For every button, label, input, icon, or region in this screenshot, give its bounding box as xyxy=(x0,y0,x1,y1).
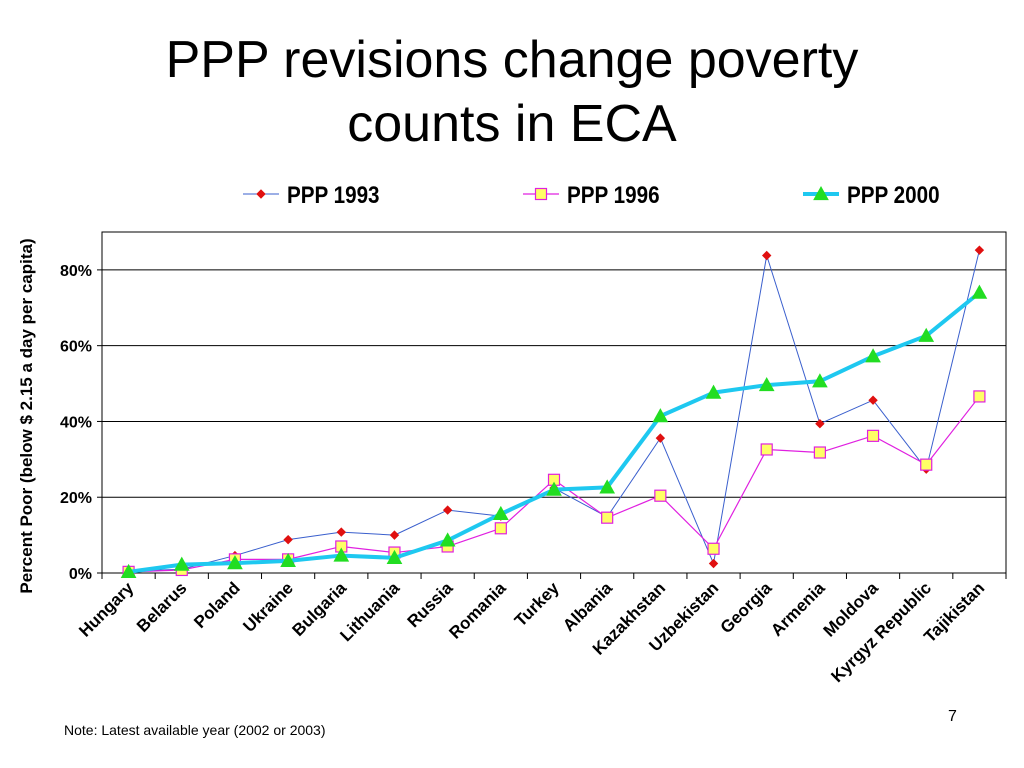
legend-entry-ppp-1993: PPP 1993 xyxy=(243,182,380,209)
x-tick-label-turkey: Turkey xyxy=(511,578,563,630)
legend-swatch-marker xyxy=(813,185,829,201)
point-ppp-2000-ukraine xyxy=(280,552,296,567)
point-ppp-1993-russia xyxy=(442,505,453,515)
plot-area xyxy=(101,231,1007,574)
point-ppp-1996-uzbekistan xyxy=(707,542,720,555)
x-tick-label-kyrgyz-republic: Kyrgyz Republic xyxy=(827,578,935,686)
chart-legend: PPP 1993 PPP 1996 PPP 2000 xyxy=(243,182,940,209)
y-tick-label: 0% xyxy=(69,566,92,583)
y-tick-label: 20% xyxy=(60,490,92,507)
y-tick-label: 80% xyxy=(60,263,92,280)
x-tick-label-georgia: Georgia xyxy=(717,578,776,637)
point-ppp-1996-albania xyxy=(601,511,614,524)
legend-swatch-marker xyxy=(534,187,548,201)
point-ppp-2000-kyrgyz-republic xyxy=(918,327,935,342)
point-ppp-1996-tajikistan xyxy=(973,390,986,403)
point-ppp-1996-romania xyxy=(494,522,507,535)
y-axis-label: Percent Poor (below $ 2.15 a day per cap… xyxy=(17,238,36,593)
x-tick-label-poland: Poland xyxy=(190,578,244,632)
series-line-ppp-1993 xyxy=(128,250,980,572)
footnote: Note: Latest available year (2002 or 200… xyxy=(64,722,326,738)
x-tick-label-armenia: Armenia xyxy=(767,578,829,640)
point-ppp-2000-turkey xyxy=(546,481,562,496)
x-tick-label-romania: Romania xyxy=(445,578,510,643)
point-ppp-2000-georgia xyxy=(758,377,775,392)
point-ppp-1993-uzbekistan xyxy=(708,558,719,569)
legend-label: PPP 2000 xyxy=(847,182,940,209)
point-ppp-2000-moldova xyxy=(865,348,881,363)
slide-title: PPP revisions change poverty counts in E… xyxy=(0,28,1024,156)
point-ppp-2000-armenia xyxy=(812,373,828,388)
y-tick-label: 60% xyxy=(60,339,92,356)
point-ppp-1996-moldova xyxy=(866,429,880,442)
point-ppp-2000-belarus xyxy=(173,556,190,571)
y-tick-label: 40% xyxy=(60,414,92,431)
point-ppp-2000-tajikistan xyxy=(971,284,988,299)
point-ppp-1996-kazakhstan xyxy=(654,489,667,502)
point-ppp-1996-georgia xyxy=(760,443,773,456)
legend-label: PPP 1996 xyxy=(567,182,660,209)
data-series xyxy=(120,245,988,578)
series-line-ppp-2000 xyxy=(128,291,981,574)
point-ppp-2000-hungary xyxy=(120,563,137,578)
point-ppp-1993-lithuania xyxy=(389,530,400,540)
slide-title-line2: counts in ECA xyxy=(347,95,677,153)
point-ppp-1996-armenia xyxy=(813,446,826,459)
point-ppp-2000-bulgaria xyxy=(333,547,350,562)
point-ppp-2000-lithuania xyxy=(386,549,403,564)
point-ppp-1996-kyrgyz-republic xyxy=(920,458,933,471)
gridlines xyxy=(102,269,1006,498)
point-ppp-1993-tajikistan xyxy=(974,245,985,255)
point-ppp-2000-kazakhstan xyxy=(652,408,669,423)
legend-entry-ppp-1996: PPP 1996 xyxy=(523,182,660,209)
x-tick-label-lithuania: Lithuania xyxy=(336,578,403,645)
point-ppp-1993-georgia xyxy=(761,250,772,261)
point-ppp-2000-albania xyxy=(599,479,616,494)
point-ppp-1993-ukraine xyxy=(283,534,293,545)
legend-swatch-marker xyxy=(256,189,266,199)
y-axis: 0% 20% 40% 60% 80% xyxy=(60,263,102,583)
page-number: 7 xyxy=(948,708,957,725)
point-ppp-1993-bulgaria xyxy=(336,527,347,537)
series-ppp-2000 xyxy=(120,284,988,578)
legend-entry-ppp-2000: PPP 2000 xyxy=(803,182,940,209)
point-ppp-1993-armenia xyxy=(815,419,825,429)
point-ppp-2000-uzbekistan xyxy=(705,384,722,399)
series-ppp-1993 xyxy=(123,245,985,576)
point-ppp-2000-russia xyxy=(439,532,456,547)
x-tick-label-belarus: Belarus xyxy=(133,578,191,636)
x-tick-label-hungary: Hungary xyxy=(75,578,138,641)
point-ppp-1993-kazakhstan xyxy=(655,433,666,443)
point-ppp-2000-poland xyxy=(227,555,243,570)
legend-label: PPP 1993 xyxy=(287,182,380,209)
x-tick-label-russia: Russia xyxy=(404,578,457,631)
point-ppp-2000-romania xyxy=(492,505,509,520)
slide-title-line1: PPP revisions change poverty xyxy=(165,31,859,89)
point-ppp-1993-moldova xyxy=(868,395,878,405)
